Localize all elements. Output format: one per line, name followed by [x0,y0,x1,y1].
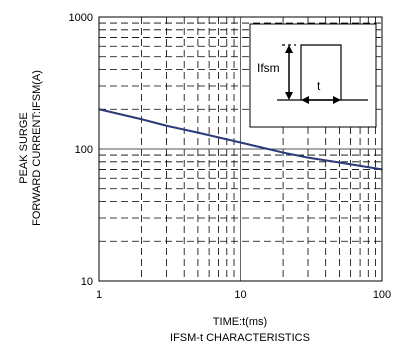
arrow-head-icon [285,92,293,100]
y-axis-label-line2: FORWARD CURRENT:IFSM(A) [31,70,43,226]
x-tick-label: 100 [373,289,391,301]
waveform-inset: Ifsm t [249,23,377,128]
inset-box [249,23,377,128]
inset-pulse [300,44,342,100]
arrow-head-icon [333,96,341,104]
chart-title: IFSM-t CHARACTERISTICS [170,332,310,344]
y-tick-label: 1000 [69,12,93,24]
inset-width-label: t [317,79,321,93]
series-line [98,108,383,171]
plot-frame [98,16,383,282]
x-tick-label: 1 [96,289,102,301]
arrow-head-icon [285,45,293,53]
x-tick-label: 10 [234,289,246,301]
x-axis-label: TIME:t(ms) [213,316,267,328]
y-tick-label: 10 [81,276,93,288]
y-tick-labels: 10 100 1000 [69,12,93,288]
series-layer [98,108,383,171]
inset-amplitude-label: Ifsm [257,61,280,75]
arrow-head-icon [301,96,309,104]
x-tick-labels: 1 10 100 [96,289,391,301]
y-tick-label: 100 [75,144,93,156]
y-axis-label-line1: PEAK SURGE [18,112,30,184]
